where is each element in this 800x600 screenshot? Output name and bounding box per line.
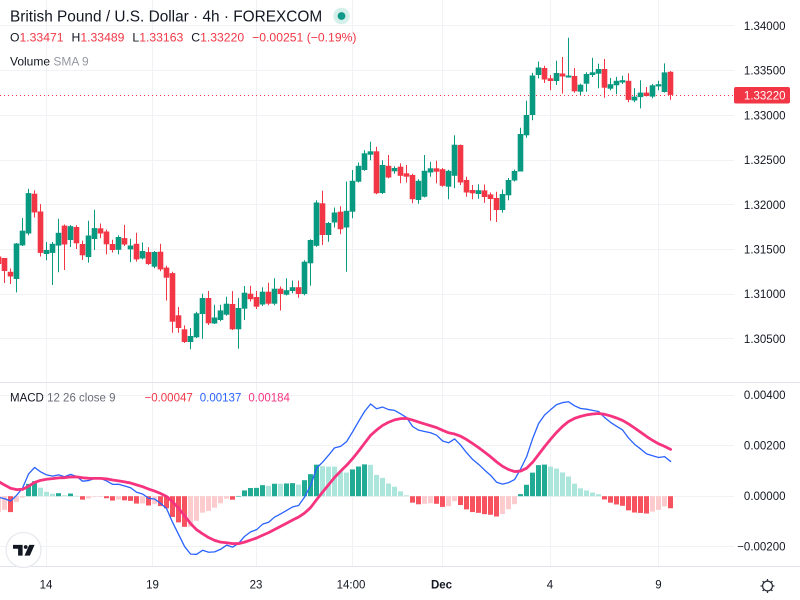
svg-text:1.31500: 1.31500 bbox=[744, 245, 786, 257]
svg-text:4: 4 bbox=[547, 580, 554, 592]
svg-text:Volume SMA 9: Volume SMA 9 bbox=[10, 55, 89, 69]
svg-text:0.00200: 0.00200 bbox=[744, 441, 786, 453]
svg-text:1.33220: 1.33220 bbox=[744, 90, 786, 102]
svg-text:19: 19 bbox=[146, 580, 159, 592]
svg-text:0.00000: 0.00000 bbox=[744, 491, 786, 503]
svg-text:−0.00200: −0.00200 bbox=[737, 542, 785, 554]
svg-text:1.33000: 1.33000 bbox=[744, 110, 786, 122]
svg-text:1.32500: 1.32500 bbox=[744, 155, 786, 167]
svg-text:1.30500: 1.30500 bbox=[744, 334, 786, 346]
svg-text:Dec: Dec bbox=[431, 580, 453, 592]
svg-text:14: 14 bbox=[40, 580, 53, 592]
svg-text:0.00400: 0.00400 bbox=[744, 390, 786, 402]
svg-text:1.32000: 1.32000 bbox=[744, 200, 786, 212]
svg-text:British Pound / U.S. Dollar ·: British Pound / U.S. Dollar · 4h · FOREX… bbox=[10, 9, 322, 26]
svg-text:23: 23 bbox=[250, 580, 263, 592]
svg-text:9: 9 bbox=[655, 580, 661, 592]
svg-text:1.31000: 1.31000 bbox=[744, 289, 786, 301]
svg-text:1.34000: 1.34000 bbox=[744, 21, 786, 33]
svg-text:1.33500: 1.33500 bbox=[744, 66, 786, 78]
svg-text:14:00: 14:00 bbox=[337, 580, 366, 592]
